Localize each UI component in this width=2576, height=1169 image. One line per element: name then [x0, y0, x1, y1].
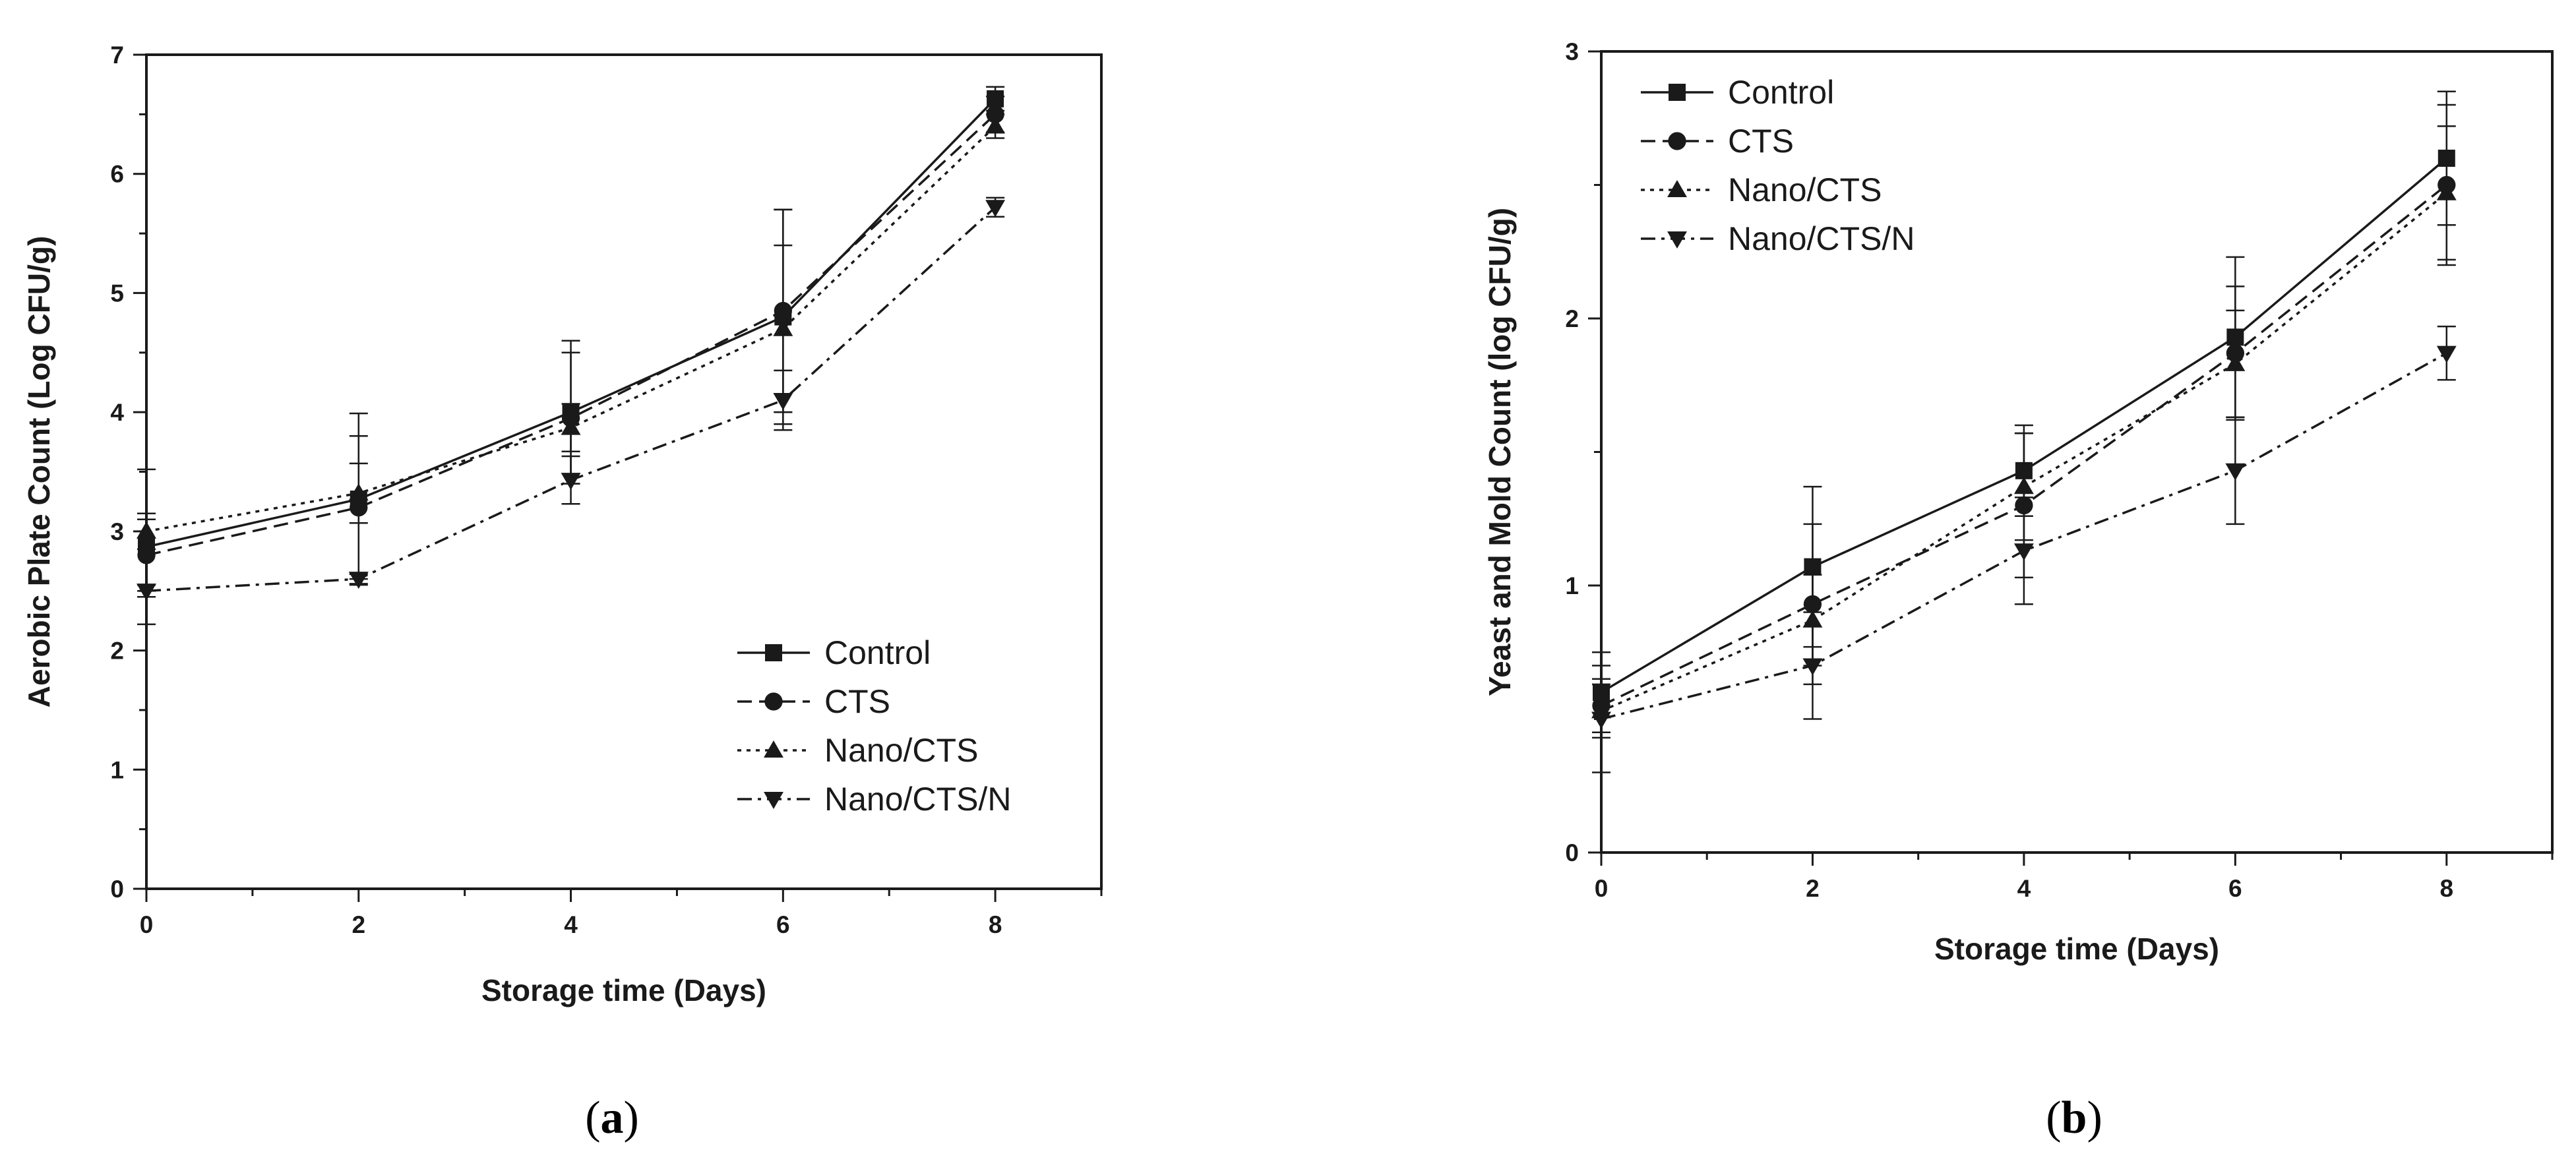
panel-b-y-tick-label: 0	[1565, 839, 1579, 866]
data-point-nano-cts	[561, 417, 581, 435]
legend-marker-control	[765, 644, 782, 661]
legend-label-nano-cts-n: Nano/CTS/N	[1728, 220, 1915, 257]
series-line-nano-cts	[1601, 192, 2447, 712]
panel-b-legend: Control CTS Nano/CTS Nano/CTS/N	[1641, 74, 1915, 257]
panel-a-x-tick-label: 8	[989, 911, 1002, 938]
panel-b-x-tick-label: 4	[2017, 875, 2031, 902]
data-point-nano-cts-n	[2013, 543, 2034, 561]
panel-a-y-tick-label: 5	[110, 280, 124, 307]
panel-a-x-tick-label: 4	[564, 911, 578, 938]
data-point-nano-cts	[2225, 353, 2246, 371]
data-point-cts	[137, 546, 156, 564]
panel-b-series-nano-cts-n	[1591, 325, 2457, 773]
panel-a-x-tick-label: 2	[352, 911, 365, 938]
panel-b-yeast-mold-count: 0 2 4 6 8 0 1 2 3 Storage time (Days) Yeast and Mo…	[1483, 38, 2554, 966]
legend-marker-nano-cts	[764, 740, 783, 758]
panel-a-y-tick-label: 6	[110, 161, 124, 188]
data-point-nano-cts-n	[985, 200, 1006, 218]
panel-b-label: (b)	[2046, 1093, 2102, 1143]
panel-b-y-axis-title: Yeast and Mold Count (log CFU/g)	[1483, 208, 1517, 696]
data-point-nano-cts-n	[348, 572, 369, 589]
panel-a-y-tick-label: 4	[110, 399, 124, 426]
data-point-nano-cts	[2436, 183, 2457, 200]
legend-marker-control	[1669, 84, 1686, 101]
panel-b-y-tick-label: 1	[1565, 572, 1579, 599]
panel-b-x-tick-label: 0	[1595, 875, 1609, 902]
data-point-nano-cts-n	[773, 393, 793, 411]
panel-a-series-nano-cts-n	[137, 196, 1006, 601]
legend-label-nano-cts: Nano/CTS	[1728, 171, 1882, 208]
panel-a-x-tick-label: 6	[776, 911, 790, 938]
panel-b-x-tick-label: 2	[1806, 875, 1820, 902]
legend-marker-nano-cts-n	[764, 791, 783, 809]
legend-marker-nano-cts-n	[1667, 231, 1687, 249]
panel-a-y-tick-label: 0	[110, 876, 124, 903]
legend-label-nano-cts-n: Nano/CTS/N	[824, 781, 1011, 818]
panel-a-y-tick-label: 2	[110, 638, 124, 665]
data-point-nano-cts	[773, 318, 793, 336]
panel-a-y-axis-title: Aerobic Plate Count (Log CFU/g)	[22, 236, 56, 708]
data-point-nano-cts-n	[1802, 658, 1823, 676]
data-point-nano-cts	[348, 483, 369, 501]
data-point-nano-cts-n	[561, 473, 581, 491]
panel-a-x-axis-title: Storage time (Days)	[481, 973, 766, 1007]
legend-marker-cts	[1668, 132, 1686, 150]
panel-a-legend: Control CTS Nano/CTS Nano/CTS/N	[737, 634, 1011, 818]
panel-b-x-tick-label: 6	[2228, 875, 2242, 902]
data-point-nano-cts	[137, 521, 156, 539]
panel-a-y-tick-label: 3	[110, 518, 124, 545]
panel-b-x-tick-label: 8	[2439, 875, 2453, 902]
panel-a-label: (a)	[585, 1093, 639, 1143]
data-point-nano-cts	[2013, 477, 2034, 495]
panel-a-x-tick-label: 0	[140, 911, 154, 938]
legend-marker-nano-cts	[1667, 180, 1687, 198]
legend-label-control: Control	[1728, 74, 1834, 111]
data-point-nano-cts-n	[2436, 345, 2457, 363]
panel-b-y-tick-label: 3	[1565, 38, 1579, 65]
panel-b-y-tick-label: 2	[1565, 305, 1579, 332]
legend-marker-cts	[764, 692, 783, 711]
panel-a-y-tick-label: 1	[110, 756, 124, 783]
panel-a-y-tick-label: 7	[110, 42, 124, 69]
panel-a-aerobic-plate-count: 0 2 4 6 8 0 1 2 3 4 5 6 7 Storage time (Days) Aerobic …	[22, 42, 1103, 1007]
legend-label-nano-cts: Nano/CTS	[824, 732, 978, 769]
data-point-nano-cts-n	[2225, 463, 2246, 481]
panel-b-x-axis-title: Storage time (Days)	[1934, 932, 2219, 966]
legend-label-cts: CTS	[1728, 123, 1794, 160]
data-point-nano-cts-n	[137, 584, 156, 601]
legend-label-cts: CTS	[824, 683, 890, 720]
data-point-nano-cts-n	[1591, 711, 1611, 729]
legend-label-control: Control	[824, 634, 931, 671]
data-point-nano-cts	[985, 116, 1006, 134]
